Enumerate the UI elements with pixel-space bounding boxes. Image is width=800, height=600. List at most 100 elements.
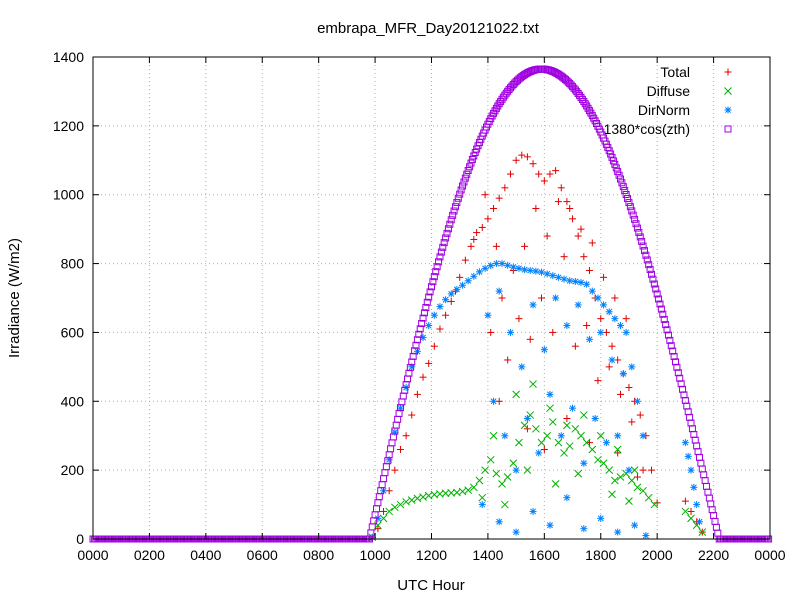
data-point — [644, 493, 653, 502]
data-point — [429, 278, 437, 286]
data-point — [633, 224, 641, 232]
data-point — [449, 211, 457, 219]
data-point — [684, 452, 692, 460]
data-point — [563, 421, 571, 430]
y-tick-label: 1200 — [53, 118, 84, 134]
data-point — [557, 432, 565, 440]
data-point — [468, 156, 476, 164]
data-point — [529, 380, 537, 388]
data-point — [583, 280, 591, 288]
data-point — [423, 298, 431, 306]
data-point — [515, 438, 523, 447]
data-point — [695, 518, 703, 526]
legend-label: Total — [660, 64, 690, 80]
data-point — [681, 507, 690, 516]
data-point — [648, 466, 656, 474]
data-point — [430, 311, 438, 319]
data-point — [432, 268, 440, 276]
data-point — [535, 449, 543, 457]
data-point — [625, 497, 633, 505]
data-point — [667, 342, 675, 350]
data-point — [540, 177, 548, 185]
data-point — [501, 432, 509, 440]
data-point — [419, 314, 427, 322]
data-point — [669, 347, 677, 355]
data-point — [619, 183, 627, 191]
legend-marker — [724, 87, 732, 95]
data-point — [461, 256, 469, 264]
data-point — [608, 342, 616, 350]
data-point — [565, 442, 574, 450]
data-point — [440, 239, 448, 247]
data-point — [627, 476, 636, 485]
series-dirnorm — [368, 260, 703, 541]
data-point — [616, 473, 625, 481]
data-point — [579, 411, 588, 419]
data-point — [430, 273, 438, 281]
data-point — [588, 445, 597, 454]
data-point — [549, 272, 557, 280]
data-point — [509, 263, 517, 271]
data-point — [490, 397, 498, 405]
data-point — [571, 342, 579, 350]
data-point — [631, 215, 639, 223]
data-point — [518, 363, 526, 371]
data-point — [571, 424, 580, 433]
data-point — [638, 237, 646, 245]
data-point — [597, 328, 605, 336]
data-point — [546, 404, 554, 413]
data-point — [540, 346, 548, 354]
data-point — [557, 184, 565, 192]
data-point — [543, 232, 551, 240]
data-point — [408, 411, 416, 419]
data-point — [602, 439, 610, 447]
data-point — [628, 363, 636, 371]
data-point — [444, 225, 452, 233]
y-tick-label: 200 — [61, 462, 85, 478]
data-point — [498, 480, 506, 488]
data-point — [456, 190, 464, 198]
data-point — [529, 301, 537, 309]
data-point — [512, 528, 520, 536]
data-point — [655, 295, 663, 303]
data-point — [657, 305, 665, 313]
data-point — [435, 258, 443, 266]
data-point — [446, 220, 454, 228]
data-point — [473, 229, 481, 237]
data-point — [436, 303, 444, 311]
data-point — [611, 294, 619, 302]
data-point — [630, 466, 639, 474]
data-point — [546, 170, 554, 178]
data-point — [418, 319, 426, 327]
data-point — [580, 459, 588, 467]
data-point — [588, 287, 596, 295]
data-point — [628, 418, 636, 426]
data-point — [540, 445, 548, 453]
data-point — [552, 294, 560, 302]
legend: Total Diffuse DirNorm 1380*cos(zth) — [604, 64, 732, 137]
data-point — [487, 262, 495, 270]
data-point — [580, 525, 588, 533]
data-point — [594, 377, 602, 385]
data-point — [523, 153, 531, 161]
data-point — [663, 326, 671, 334]
data-point — [560, 449, 568, 457]
data-point — [419, 373, 427, 381]
data-point — [577, 279, 585, 287]
data-point — [652, 285, 660, 293]
data-point — [478, 501, 486, 509]
data-point — [518, 151, 526, 159]
data-point — [492, 242, 500, 250]
data-point — [512, 156, 520, 164]
data-point — [529, 507, 537, 515]
data-point — [521, 242, 529, 250]
data-point — [612, 164, 620, 172]
data-point — [642, 251, 650, 259]
legend-item-diffuse: Diffuse — [647, 83, 732, 99]
data-point — [512, 390, 520, 399]
data-point — [666, 336, 674, 344]
data-point — [460, 178, 468, 186]
data-point — [566, 204, 574, 212]
data-point — [554, 273, 562, 281]
data-point — [552, 167, 560, 175]
